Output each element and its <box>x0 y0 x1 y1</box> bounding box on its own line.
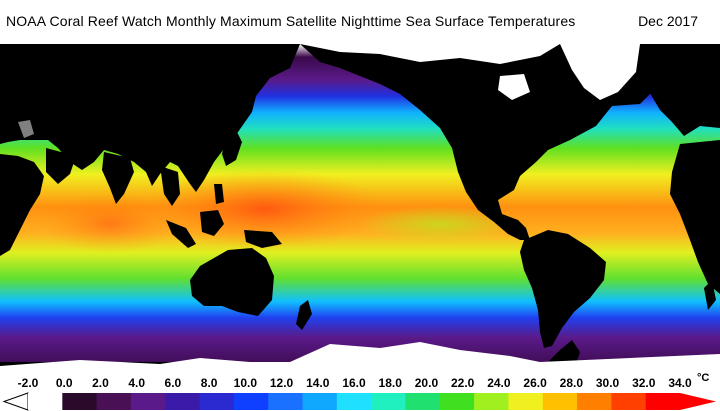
colorbar-segment <box>645 393 681 410</box>
land-sumatra <box>166 220 196 248</box>
land-new-guinea <box>244 230 282 248</box>
colorbar-segment <box>165 393 201 410</box>
colorbar-segment <box>302 393 338 410</box>
colorbar-segment <box>508 393 544 410</box>
map-title: NOAA Coral Reef Watch Monthly Maximum Sa… <box>6 13 576 29</box>
warm-pool-indian-ocean <box>40 194 180 254</box>
colorbar-segment <box>371 393 406 410</box>
sea-ice <box>0 44 720 370</box>
colorbar-segment <box>233 393 269 410</box>
land-africa <box>0 154 44 256</box>
legend-tick-label: 6.0 <box>164 376 182 390</box>
colorbar-segment <box>577 393 612 410</box>
title-bar: NOAA Coral Reef Watch Monthly Maximum Sa… <box>0 0 720 44</box>
legend-tick-label: 28.0 <box>559 376 584 390</box>
missing-data-caspian <box>18 120 34 138</box>
legend-tick-label: 14.0 <box>306 376 330 390</box>
colorbar-segment <box>130 393 166 410</box>
arctic-ice <box>300 44 560 64</box>
colorbar-segment <box>62 393 98 410</box>
colorbar-segment <box>336 393 372 410</box>
antarctic-ice-east <box>0 358 290 370</box>
legend-tick-label: 22.0 <box>450 376 475 390</box>
land-south-america <box>520 230 606 348</box>
sst-map[interactable] <box>0 44 720 370</box>
legend-tick-label: 10.0 <box>233 376 258 390</box>
legend-tick-label: 0.0 <box>55 376 73 390</box>
land-africa-east <box>670 140 720 294</box>
missing-data <box>18 120 34 138</box>
sst-map-canvas <box>0 44 720 370</box>
legend-tick-label: 30.0 <box>595 376 620 390</box>
legend-tick-label: 26.0 <box>523 376 547 390</box>
map-date: Dec 2017 <box>638 13 698 29</box>
land-madagascar <box>704 280 716 310</box>
land-india <box>102 152 134 204</box>
colorbar-segment <box>28 393 63 410</box>
land-eurasia <box>0 44 300 192</box>
land-new-zealand <box>296 300 312 330</box>
legend-unit: °C <box>697 372 710 384</box>
legend-tick-label: 34.0 <box>668 376 692 390</box>
colorbar-max-arrow <box>680 393 716 410</box>
hudson-bay-ice <box>498 74 530 100</box>
land-greenland <box>560 44 640 100</box>
colorbar-segment <box>611 393 647 410</box>
colorbar-segment <box>474 393 509 410</box>
legend-tick-label: 2.0 <box>92 376 109 390</box>
legend-tick-label: 20.0 <box>414 376 439 390</box>
color-legend: -2.0 0.0 2.0 4.0 6.0 8.0 10.0 12.0 14.0 16.0 18.0 2… <box>0 370 720 411</box>
colorbar-segment <box>96 393 132 410</box>
land <box>0 44 720 370</box>
colorbar-segment <box>268 393 304 410</box>
legend-ticks: -2.0 0.0 2.0 4.0 6.0 8.0 10.0 12.0 14.0 16.0 18.0 2… <box>0 370 720 392</box>
colorbar <box>2 392 716 411</box>
legend-tick-label: 4.0 <box>128 376 145 390</box>
legend-tick-label: 8.0 <box>200 376 218 390</box>
legend-tick-label: 24.0 <box>487 376 511 390</box>
land-borneo <box>200 210 224 236</box>
land-europe <box>640 44 720 136</box>
colorbar-segment <box>199 393 235 410</box>
legend-tick-label: 18.0 <box>378 376 402 390</box>
cool-tongue-east-pacific <box>360 206 520 242</box>
land-indochina <box>160 166 180 206</box>
land-australia <box>190 248 274 316</box>
colorbar-min-arrow <box>2 392 29 411</box>
land-philippines <box>214 184 224 204</box>
legend-tick-label: 12.0 <box>269 376 294 390</box>
legend-tick-label: -2.0 <box>17 376 39 390</box>
colorbar-segment <box>542 393 578 410</box>
antarctic-ice <box>290 342 720 370</box>
land-arabia <box>46 148 76 184</box>
colorbar-segment <box>405 393 441 410</box>
legend-tick-label: 32.0 <box>632 376 656 390</box>
colorbar-segment <box>439 393 475 410</box>
legend-tick-label: 16.0 <box>342 376 366 390</box>
land-japan <box>222 130 242 166</box>
